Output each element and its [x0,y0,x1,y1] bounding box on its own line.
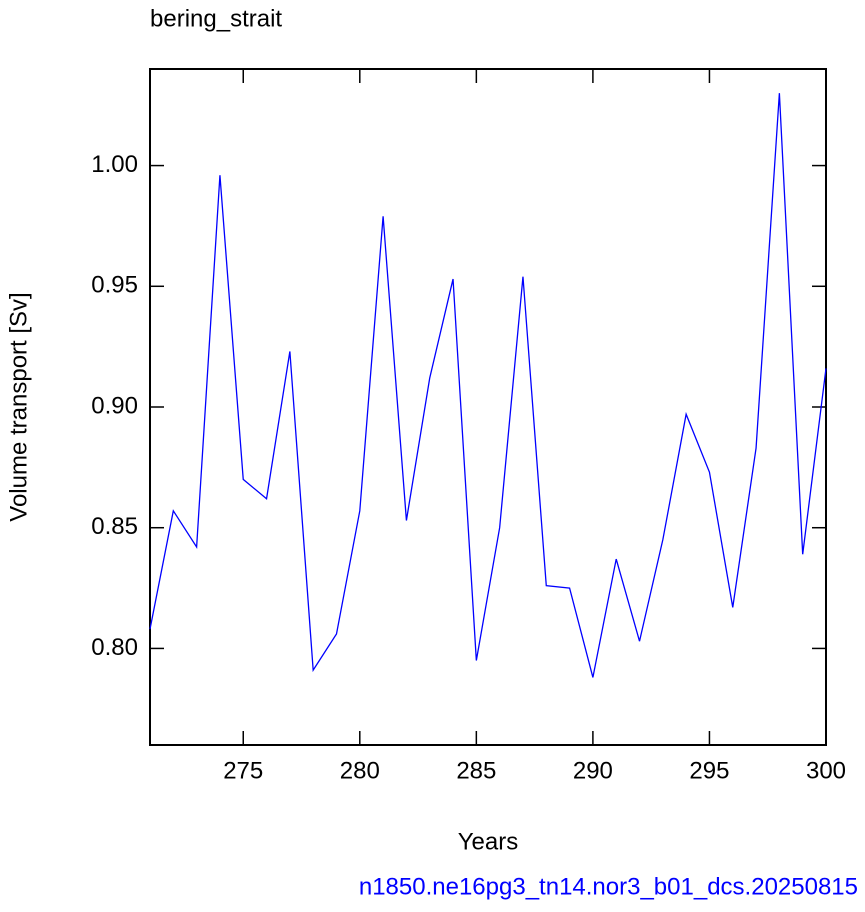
x-axis-label: Years [458,828,519,855]
x-tick-label: 295 [689,757,729,784]
plot-frame [149,68,827,746]
y-tick-label: 0.90 [91,392,138,419]
x-tick-label: 275 [223,757,263,784]
data-line [149,93,827,678]
y-tick-label: 0.80 [91,634,138,661]
y-axis-label: Volume transport [Sv] [5,292,32,521]
x-tick-label: 285 [456,757,496,784]
y-tick-label: 0.95 [91,272,138,299]
chart-title: bering_strait [150,5,282,32]
footer-note: n1850.ne16pg3_tn14.nor3_b01_dcs.20250815 [359,873,858,900]
x-tick-label: 290 [573,757,613,784]
y-tick-label: 1.00 [91,151,138,178]
x-tick-label: 300 [806,757,846,784]
x-tick-label: 280 [340,757,380,784]
y-tick-label: 0.85 [91,513,138,540]
